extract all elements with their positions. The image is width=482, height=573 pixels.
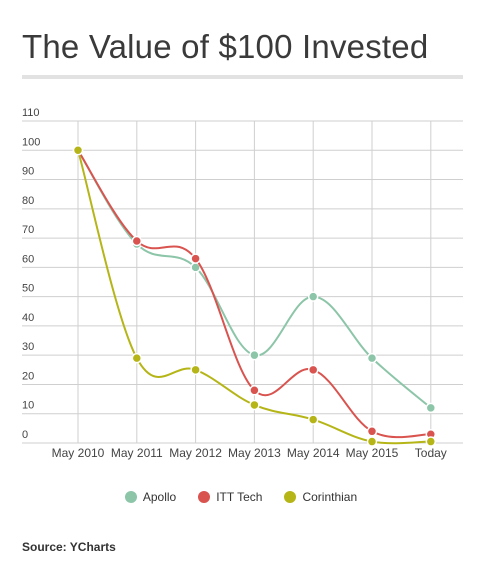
x-tick-label: May 2015: [346, 446, 399, 460]
data-point-corinthian: [190, 364, 201, 376]
title-divider: [22, 75, 463, 79]
y-axis-ticks: 0 10 20 30 40 50 60 70 80 90 100 110: [22, 107, 40, 441]
data-point-apollo: [425, 402, 437, 414]
data-point-corinthian: [131, 352, 143, 364]
data-point-apollo: [366, 352, 378, 364]
x-tick-label: May 2010: [52, 446, 105, 460]
y-tick-label: 40: [22, 312, 34, 324]
legend-item-corinthian: Corinthian: [284, 490, 357, 504]
y-tick-label: 80: [22, 195, 34, 207]
legend-label: ITT Tech: [216, 490, 263, 504]
legend-item-itt-tech: ITT Tech: [198, 490, 262, 504]
source-note: Source: YCharts: [22, 540, 116, 554]
data-point-corinthian: [307, 414, 319, 425]
data-point-apollo: [307, 291, 319, 302]
data-point-itt-tech: [366, 426, 378, 437]
chart-title: The Value of $100 Invested: [22, 28, 429, 65]
y-tick-label: 10: [22, 400, 34, 412]
series-line-corinthian: [77, 150, 431, 445]
x-tick-label: Today: [415, 446, 447, 460]
data-point-itt-tech: [249, 385, 260, 396]
data-point-itt-tech: [131, 235, 143, 247]
data-point-corinthian: [72, 145, 84, 156]
y-tick-label: 70: [22, 224, 34, 236]
x-tick-label: May 2014: [287, 446, 340, 460]
legend-label: Corinthian: [302, 490, 358, 504]
legend-marker: [198, 491, 211, 503]
data-point-itt-tech: [307, 364, 319, 376]
data-point-itt-tech: [190, 253, 201, 264]
data-point-corinthian: [366, 436, 378, 447]
x-tick-label: May 2012: [169, 446, 222, 460]
legend-label: Apollo: [142, 490, 177, 504]
y-tick-label: 110: [22, 107, 40, 119]
chart-legend: Apollo ITT Tech Corinthian: [0, 490, 482, 504]
x-axis-ticks: May 2010 May 2011 May 2012 May 2013 May 2014…: [52, 446, 447, 460]
data-point-corinthian: [249, 399, 260, 411]
series-lines: [72, 145, 437, 447]
y-tick-label: 0: [22, 429, 28, 441]
y-tick-label: 50: [22, 283, 34, 295]
y-tick-label: 100: [22, 136, 40, 148]
data-point-apollo: [249, 349, 260, 361]
x-tick-label: May 2013: [228, 446, 281, 460]
x-tick-label: May 2011: [111, 446, 163, 460]
y-tick-label: 90: [22, 166, 34, 178]
data-point-corinthian: [425, 436, 437, 447]
series-corinthian: [72, 145, 437, 447]
legend-marker: [284, 491, 297, 503]
legend-item-apollo: Apollo: [124, 490, 177, 504]
y-tick-label: 60: [22, 253, 34, 265]
legend-marker: [124, 491, 137, 503]
y-tick-label: 30: [22, 341, 34, 353]
y-tick-label: 20: [22, 370, 34, 382]
